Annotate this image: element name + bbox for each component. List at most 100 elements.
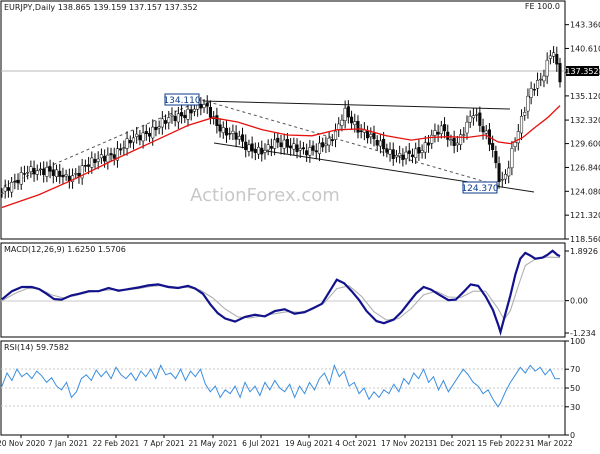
date-tick-label: 20 Nov 2020 [0,439,45,448]
price-candle-body [314,150,318,153]
price-candle-body [452,137,456,146]
price-candle-body [151,126,155,139]
annotation-high: 134.110 [163,93,201,106]
macd-panel-frame [0,242,566,338]
price-candle-body [160,118,164,128]
price-candle-body [353,121,357,125]
corner-label: FE 100.0 [525,2,560,11]
price-candle-body [298,148,302,151]
price-candle-body [475,114,479,116]
current-price-tag: 137.352 [565,66,599,76]
price-axis-tick-label: 143.360 [570,21,600,30]
price-candle-body [29,166,33,172]
price-candle-body [484,130,488,134]
price-candle-body [282,139,286,149]
price-candle-body [128,140,132,144]
price-candle-body [164,120,168,124]
price-candle-body [119,148,123,151]
price-candle-body [215,115,219,126]
price-candle-body [410,154,415,157]
price-candle-body [305,150,309,156]
price-candle-body [64,174,68,177]
price-candle-body [423,142,427,153]
price-candle-body [545,59,549,77]
price-candle-body [552,52,556,57]
price-candle-body [513,142,517,147]
price-candle-body [459,134,463,145]
price-candle-body [523,112,527,116]
price-candle-body [388,149,392,155]
price-candle-body [224,127,229,136]
price-candle-body [13,181,17,183]
price-candle-body [112,154,116,159]
price-candle-body [202,104,206,108]
date-tick-label: 4 Oct 2021 [335,439,377,448]
price-candle-body [135,133,139,137]
price-candle-body [401,154,405,160]
price-candle-body [356,120,360,133]
price-candle-body [231,130,235,134]
price-candle-body [558,63,562,83]
price-candle-body [42,168,46,176]
macd-axis-tick-label: -1.234 [570,329,596,338]
price-candle-body [247,144,251,152]
price-candle-body [131,137,136,143]
macd-axis-tick-label: 1.8926 [570,247,598,256]
price-candle-body [536,80,540,89]
price-candle-body [311,145,315,151]
price-candle-body [327,137,331,146]
price-candle-body [407,150,411,154]
annotation-low-label: 124.370 [461,184,498,194]
date-tick-label: 22 Feb 2021 [93,439,140,448]
rsi-axis-tick-label: 100 [570,337,585,346]
price-candle-body [80,165,84,179]
price-candle-body [426,142,431,146]
price-candle-body [378,140,382,147]
price-candle-body [147,132,152,137]
price-candle-body [244,141,248,151]
price-candle-body [366,130,370,139]
price-candle-body [417,147,421,154]
price-candle-body [375,139,379,146]
price-candle-body [436,131,440,135]
price-candle-body [491,143,495,150]
price-candle-body [350,116,354,124]
price-candle-body [186,108,190,120]
price-candle-body [125,138,129,149]
price-candle-body [462,134,466,136]
price-candle-body [414,148,418,158]
price-axis: 143.360140.610137.860135.120132.320129.6… [565,21,600,244]
annotation-high-label: 134.110 [163,96,200,106]
price-candle-body [257,146,261,155]
price-candle-body [266,144,270,151]
price-candle-body [394,155,398,158]
date-tick-label: 21 May 2021 [189,439,238,448]
price-candle-body [433,130,437,136]
price-candle-body [10,181,14,193]
price-candle-body [446,131,450,140]
price-candle-body [555,54,559,65]
price-candle-body [22,173,26,175]
date-tick-label: 19 Aug 2021 [285,439,333,448]
price-candle-body [221,127,225,133]
price-axis-tick-label: 129.600 [570,140,600,149]
price-candle-body [170,114,174,117]
price-axis-tick-label: 126.840 [570,163,600,172]
price-candle-body [532,89,536,91]
price-candle-body [32,168,36,175]
price-candle-body [507,167,511,177]
price-candle-body [372,132,376,140]
price-candle-body [455,142,459,146]
price-candle-body [176,113,180,123]
price-candle-body [106,154,110,163]
price-candle-body [301,147,305,150]
price-candle-body [279,142,283,147]
watermark: ActionForex.com [190,185,340,206]
price-candle-body [83,165,87,167]
price-candle-body [321,142,325,148]
price-candle-body [154,126,158,131]
price-candle-body [468,115,472,123]
price-candle-body [516,131,520,144]
price-candle-body [471,115,475,119]
